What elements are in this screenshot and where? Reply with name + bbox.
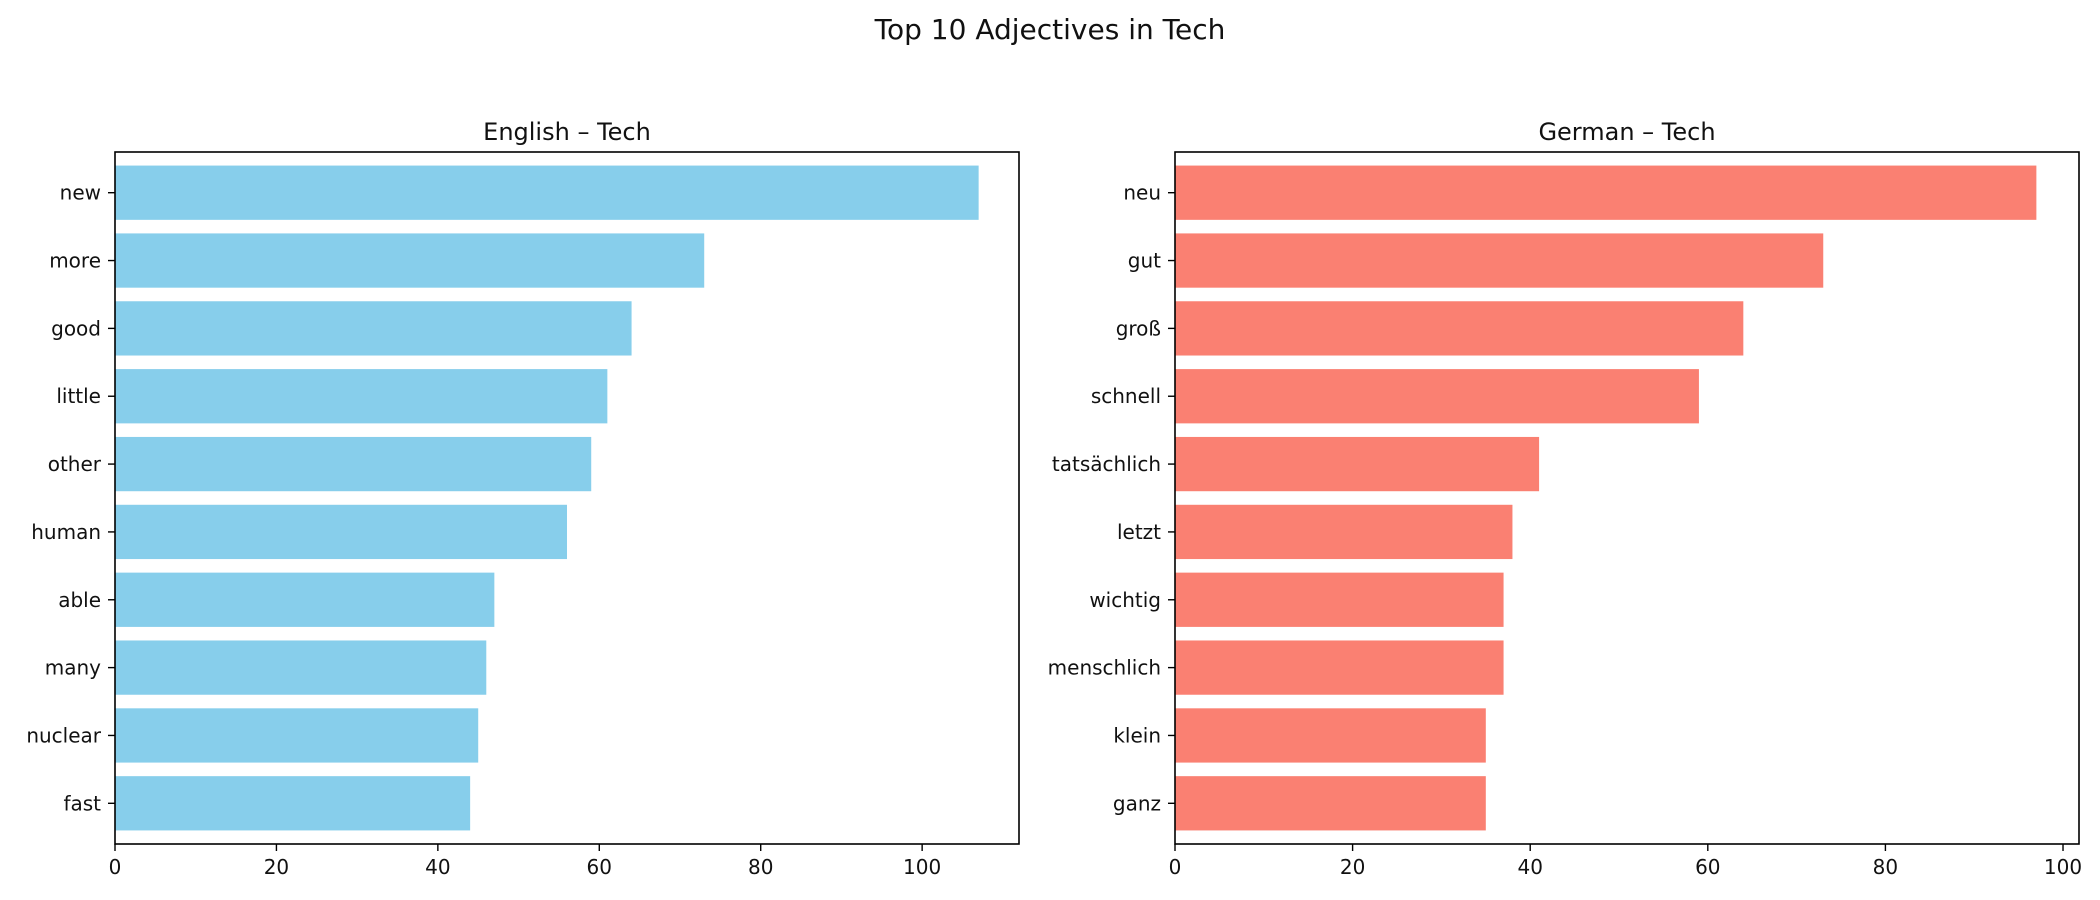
x-tick-label: 80 — [748, 855, 773, 879]
axes-frame — [1174, 151, 2080, 845]
y-tick-label: wichtig — [1089, 588, 1161, 612]
bar — [115, 233, 705, 288]
x-tick-label: 20 — [1340, 855, 1365, 879]
bar — [115, 708, 479, 763]
bar — [1175, 776, 1486, 831]
y-tick-label: gut — [1128, 249, 1161, 273]
bar — [1175, 165, 2037, 220]
bar — [115, 776, 471, 831]
x-tick-label: 20 — [264, 855, 289, 879]
bar — [115, 504, 567, 560]
y-tick-label: good — [51, 316, 101, 340]
y-tick-label: klein — [1113, 723, 1161, 747]
bar — [115, 165, 979, 220]
x-tick-label: 100 — [2044, 855, 2082, 879]
x-tick-label: 100 — [903, 855, 941, 879]
axes-frame — [114, 151, 1020, 845]
y-tick-label: tatsächlich — [1052, 452, 1161, 476]
x-tick-label: 0 — [109, 855, 122, 879]
y-tick-label: more — [49, 249, 101, 273]
figure-title: Top 10 Adjectives in Tech — [874, 13, 1226, 46]
bar — [115, 640, 487, 695]
x-tick-label: 60 — [1695, 855, 1720, 879]
x-tick-label: 60 — [587, 855, 612, 879]
bar — [115, 436, 592, 492]
chart-panels: English – Tech new more good little other huma… — [26, 118, 2082, 879]
x-tick-label: 80 — [1873, 855, 1898, 879]
bar — [1175, 301, 1744, 356]
y-tick-label: ganz — [1113, 791, 1161, 815]
y-tick-label: schnell — [1091, 384, 1161, 408]
y-tick-label: new — [60, 181, 101, 205]
bar — [1175, 369, 1699, 424]
bar — [1175, 436, 1540, 492]
y-tick-label: nuclear — [26, 723, 101, 747]
x-tick-label: 40 — [1517, 855, 1542, 879]
bar — [115, 369, 608, 424]
y-tick-label: human — [31, 520, 101, 544]
x-tick-label: 40 — [425, 855, 450, 879]
bar — [1175, 708, 1486, 763]
y-tick-label: many — [45, 656, 101, 680]
bar — [1175, 572, 1504, 627]
y-tick-label: groß — [1116, 316, 1161, 340]
y-tick-label: letzt — [1117, 520, 1161, 544]
y-tick-label: fast — [63, 791, 101, 815]
y-tick-label: neu — [1123, 181, 1161, 205]
panel-title: German – Tech — [1538, 118, 1715, 146]
bar — [1175, 504, 1513, 560]
bar — [1175, 233, 1824, 288]
y-tick-label: menschlich — [1048, 656, 1161, 680]
panel-title: English – Tech — [483, 118, 651, 146]
y-tick-label: able — [58, 588, 101, 612]
y-tick-label: little — [56, 384, 101, 408]
chart-panel: German – Tech neu gut groß schnell tatsächlic… — [1048, 118, 2082, 879]
bar — [115, 572, 495, 627]
y-tick-label: other — [48, 452, 102, 476]
bar — [1175, 640, 1504, 695]
bar — [115, 301, 632, 356]
chart-panel: English – Tech new more good little other huma… — [26, 118, 1020, 879]
x-tick-label: 0 — [1169, 855, 1182, 879]
